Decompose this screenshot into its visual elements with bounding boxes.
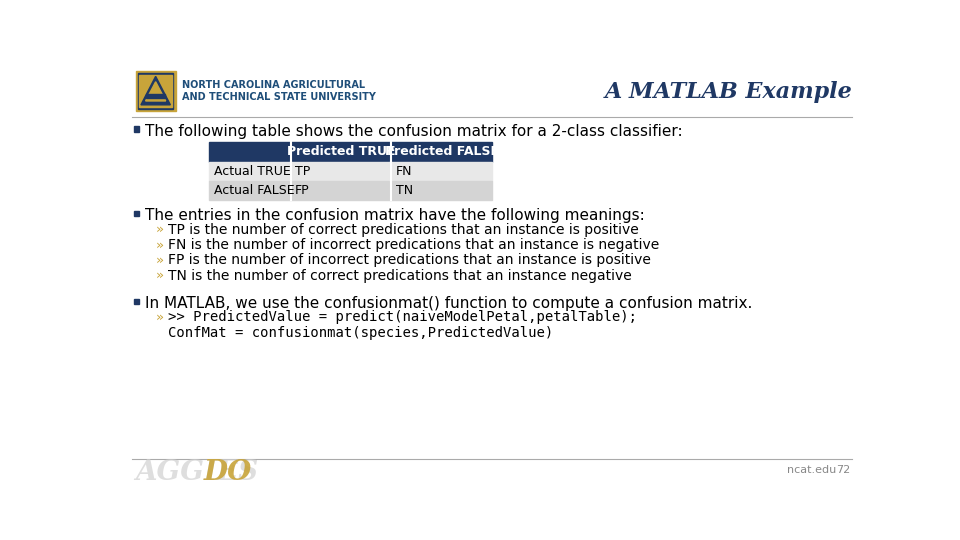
Polygon shape — [146, 82, 166, 101]
Text: ConfMat = confusionmat(species,PredictedValue): ConfMat = confusionmat(species,Predicted… — [168, 326, 553, 340]
Text: »: » — [156, 223, 164, 236]
Text: »: » — [156, 311, 164, 324]
Text: Predicted FALSE: Predicted FALSE — [385, 145, 498, 158]
Text: The entries in the confusion matrix have the following meanings:: The entries in the confusion matrix have… — [145, 208, 644, 223]
Text: 72: 72 — [836, 465, 850, 475]
Text: FP: FP — [295, 184, 310, 197]
Text: TN: TN — [396, 184, 413, 197]
Text: NORTH CAROLINA AGRICULTURAL: NORTH CAROLINA AGRICULTURAL — [182, 80, 365, 90]
Text: FN: FN — [396, 165, 413, 178]
Bar — [209, 162, 492, 181]
Text: TP is the number of correct predications that an instance is positive: TP is the number of correct predications… — [168, 222, 638, 237]
Text: >> PredictedValue = predict(naiveModelPetal,petalTable);: >> PredictedValue = predict(naiveModelPe… — [168, 310, 637, 325]
Text: »: » — [156, 269, 164, 282]
Text: Actual TRUE: Actual TRUE — [214, 165, 291, 178]
Text: FN is the number of incorrect predications that an instance is negative: FN is the number of incorrect predicatio… — [168, 238, 660, 252]
Text: Actual FALSE: Actual FALSE — [214, 184, 295, 197]
Text: DO: DO — [204, 460, 252, 487]
Bar — [138, 73, 174, 109]
Text: TN is the number of correct predications that an instance negative: TN is the number of correct predications… — [168, 269, 632, 283]
Text: A MATLAB Example: A MATLAB Example — [605, 81, 852, 103]
Bar — [139, 75, 172, 107]
Bar — [135, 71, 176, 111]
Text: AND TECHNICAL STATE UNIVERSITY: AND TECHNICAL STATE UNIVERSITY — [182, 92, 376, 102]
Text: »: » — [156, 239, 164, 252]
Bar — [134, 211, 139, 217]
Text: ncat.edu: ncat.edu — [786, 465, 836, 475]
Bar — [209, 142, 492, 162]
Text: AGGIES: AGGIES — [135, 460, 258, 487]
Text: »: » — [156, 254, 164, 267]
Text: In MATLAB, we use the confusionmat() function to compute a confusion matrix.: In MATLAB, we use the confusionmat() fun… — [145, 296, 753, 311]
Bar — [134, 299, 139, 304]
Bar — [146, 94, 165, 98]
Text: TP: TP — [295, 165, 310, 178]
Bar — [209, 181, 492, 200]
Text: The following table shows the confusion matrix for a 2-class classifier:: The following table shows the confusion … — [145, 124, 683, 139]
Text: Predicted TRUE: Predicted TRUE — [287, 145, 396, 158]
Bar — [134, 126, 139, 132]
Polygon shape — [141, 76, 170, 105]
Text: FP is the number of incorrect predications that an instance is positive: FP is the number of incorrect predicatio… — [168, 253, 651, 267]
